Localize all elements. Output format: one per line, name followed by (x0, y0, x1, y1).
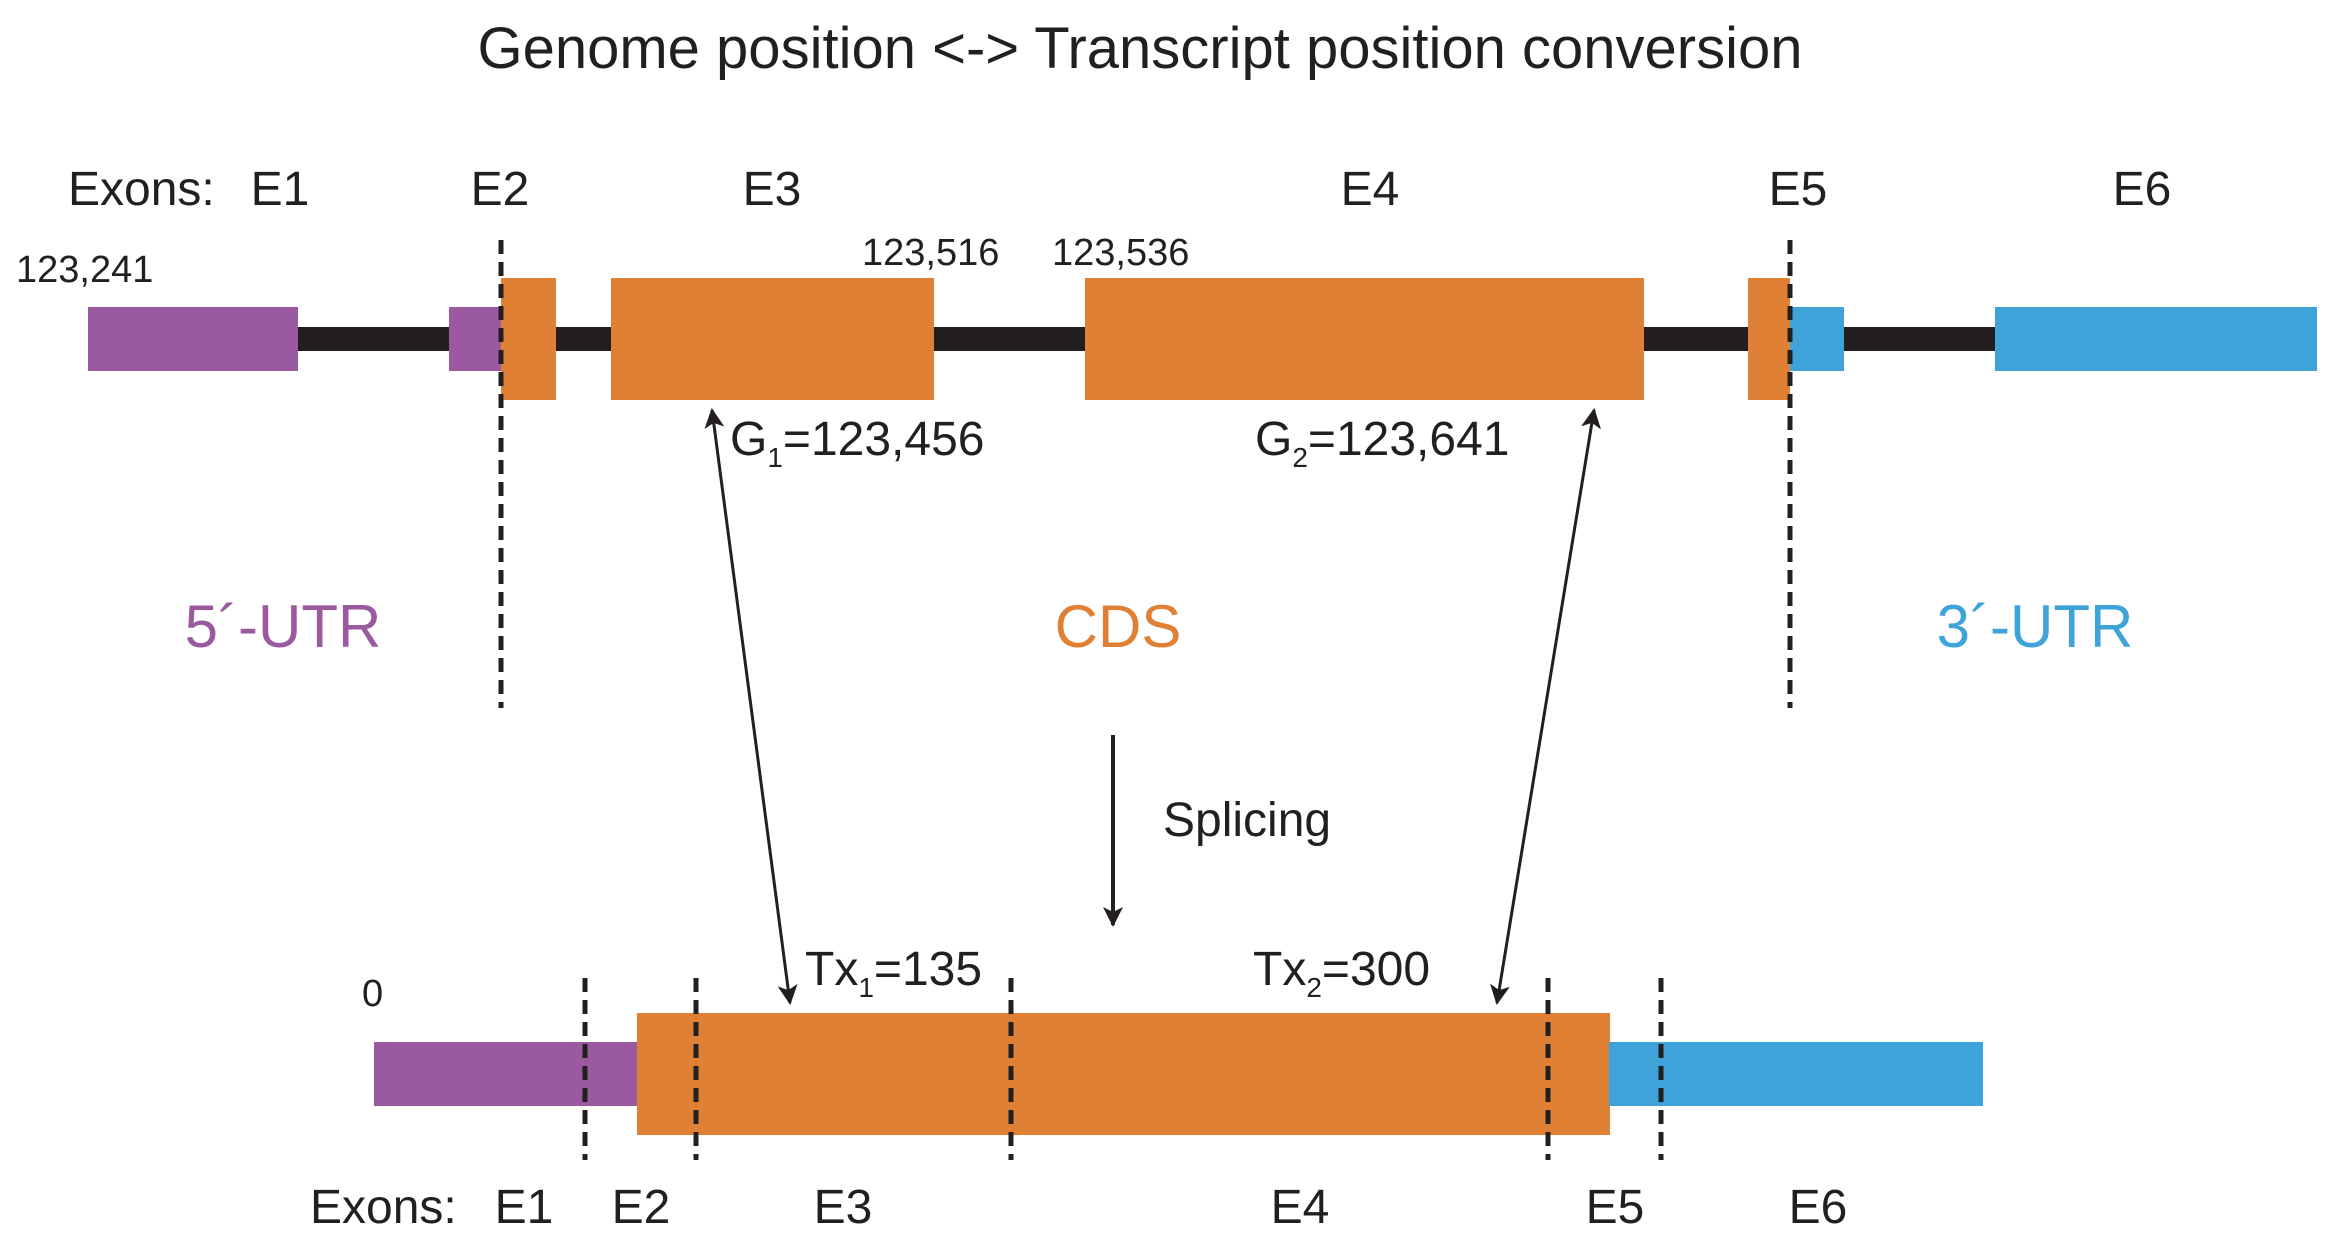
g1-tx1-mapping-arrow (704, 408, 798, 1005)
genome-exon-e5-utr (1790, 307, 1844, 371)
g1-label: G1=123,456 (730, 413, 984, 473)
utr5-region-label: 5´-UTR (185, 593, 382, 660)
transcript-exon-label-e4: E4 (1271, 1181, 1330, 1234)
genome-exon-label-e2: E2 (471, 163, 530, 216)
transcript-exon-label-e3: E3 (814, 1181, 873, 1234)
tx2-label: Tx2=300 (1253, 943, 1430, 1003)
g2-label: G2=123,641 (1255, 413, 1509, 473)
genome-exon-e2-cds (501, 278, 556, 400)
transcript-cds (637, 1013, 1610, 1135)
genome-e4-start-coord: 123,536 (1052, 232, 1189, 274)
transcript-exon-label-e2: E2 (612, 1181, 671, 1234)
genome-exons-label: Exons: (68, 163, 215, 216)
g2-tx2-mapping-arrow (1490, 408, 1601, 1005)
transcript-utr3 (1609, 1042, 1983, 1106)
genome-exon-e6 (1995, 307, 2317, 371)
cds-region-label: CDS (1055, 593, 1182, 660)
transcript-start-coord: 0 (362, 973, 383, 1015)
genome-exon-e2-utr (449, 307, 501, 371)
genome-exon-label-e1: E1 (251, 163, 310, 216)
transcript-exon-label-e5: E5 (1586, 1181, 1645, 1234)
genome-exon-e1 (88, 307, 298, 371)
transcript-utr5 (374, 1042, 638, 1106)
genome-exon-label-e4: E4 (1341, 163, 1400, 216)
tx1-label: Tx1=135 (805, 943, 982, 1003)
transcript-exons-label: Exons: (310, 1181, 457, 1234)
genome-exon-label-e5: E5 (1769, 163, 1828, 216)
transcript-exon-label-e1: E1 (495, 1181, 554, 1234)
splicing-label: Splicing (1163, 794, 1331, 847)
genome-exon-e4 (1085, 278, 1644, 400)
diagram-title: Genome position <-> Transcript position … (477, 16, 1802, 81)
genome-e3-end-coord: 123,516 (862, 232, 999, 274)
utr3-region-label: 3´-UTR (1937, 593, 2134, 660)
genome-exon-e3 (611, 278, 934, 400)
genome-exon-e5-cds (1748, 278, 1790, 400)
genome-exon-label-e6: E6 (2113, 163, 2172, 216)
genome-start-coord: 123,241 (16, 249, 153, 291)
transcript-exon-label-e6: E6 (1789, 1181, 1848, 1234)
genome-exon-label-e3: E3 (743, 163, 802, 216)
